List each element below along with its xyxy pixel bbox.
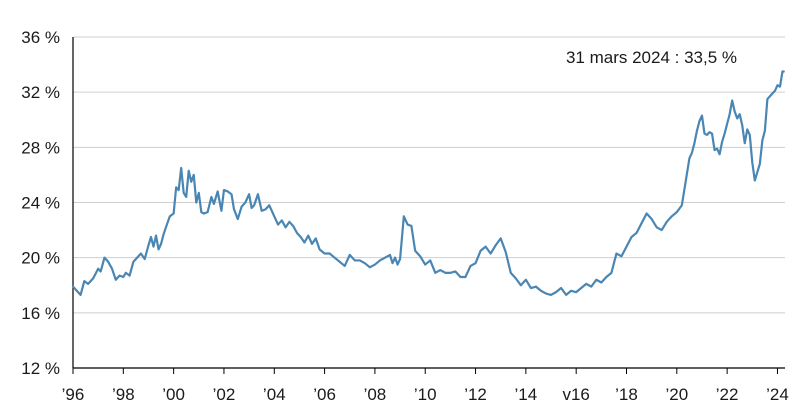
x-axis-tick-labels: ’96 ’98 ’00 ’02 ’04 ’06 ’08 ’10 ’12 ’14 v16 ’18 ’20 ’…: [62, 385, 789, 404]
x-tick-label: v16: [562, 385, 589, 404]
x-tick-label: ’04: [263, 385, 286, 404]
gridlines: [73, 36, 785, 314]
series-line: [71, 70, 785, 296]
x-axis-tick-marks: [72, 368, 778, 374]
chart-annotation: 31 mars 2024 : 33,5 %: [566, 48, 737, 67]
y-tick-label: 32 %: [21, 83, 60, 102]
x-tick-label: ’12: [464, 385, 487, 404]
x-tick-label: ’18: [615, 385, 638, 404]
y-tick-label: 36 %: [21, 28, 60, 47]
x-tick-label: ’14: [515, 385, 538, 404]
y-tick-label: 16 %: [21, 304, 60, 323]
x-tick-label: ’96: [62, 385, 85, 404]
x-tick-label: ’06: [313, 385, 336, 404]
y-tick-label: 12 %: [21, 359, 60, 378]
x-tick-label: ’22: [716, 385, 739, 404]
x-tick-label: ’00: [162, 385, 185, 404]
y-tick-label: 24 %: [21, 194, 60, 213]
x-tick-label: ’08: [364, 385, 387, 404]
x-tick-label: ’10: [414, 385, 437, 404]
x-tick-label: ’98: [112, 385, 135, 404]
y-tick-label: 20 %: [21, 249, 60, 268]
x-tick-label: ’24: [766, 385, 789, 404]
y-tick-label: 28 %: [21, 138, 60, 157]
x-tick-label: ’20: [665, 385, 688, 404]
y-axis-tick-labels: 12 % 16 % 20 % 24 % 28 % 32 % 36 %: [21, 28, 60, 378]
x-tick-label: ’02: [213, 385, 236, 404]
